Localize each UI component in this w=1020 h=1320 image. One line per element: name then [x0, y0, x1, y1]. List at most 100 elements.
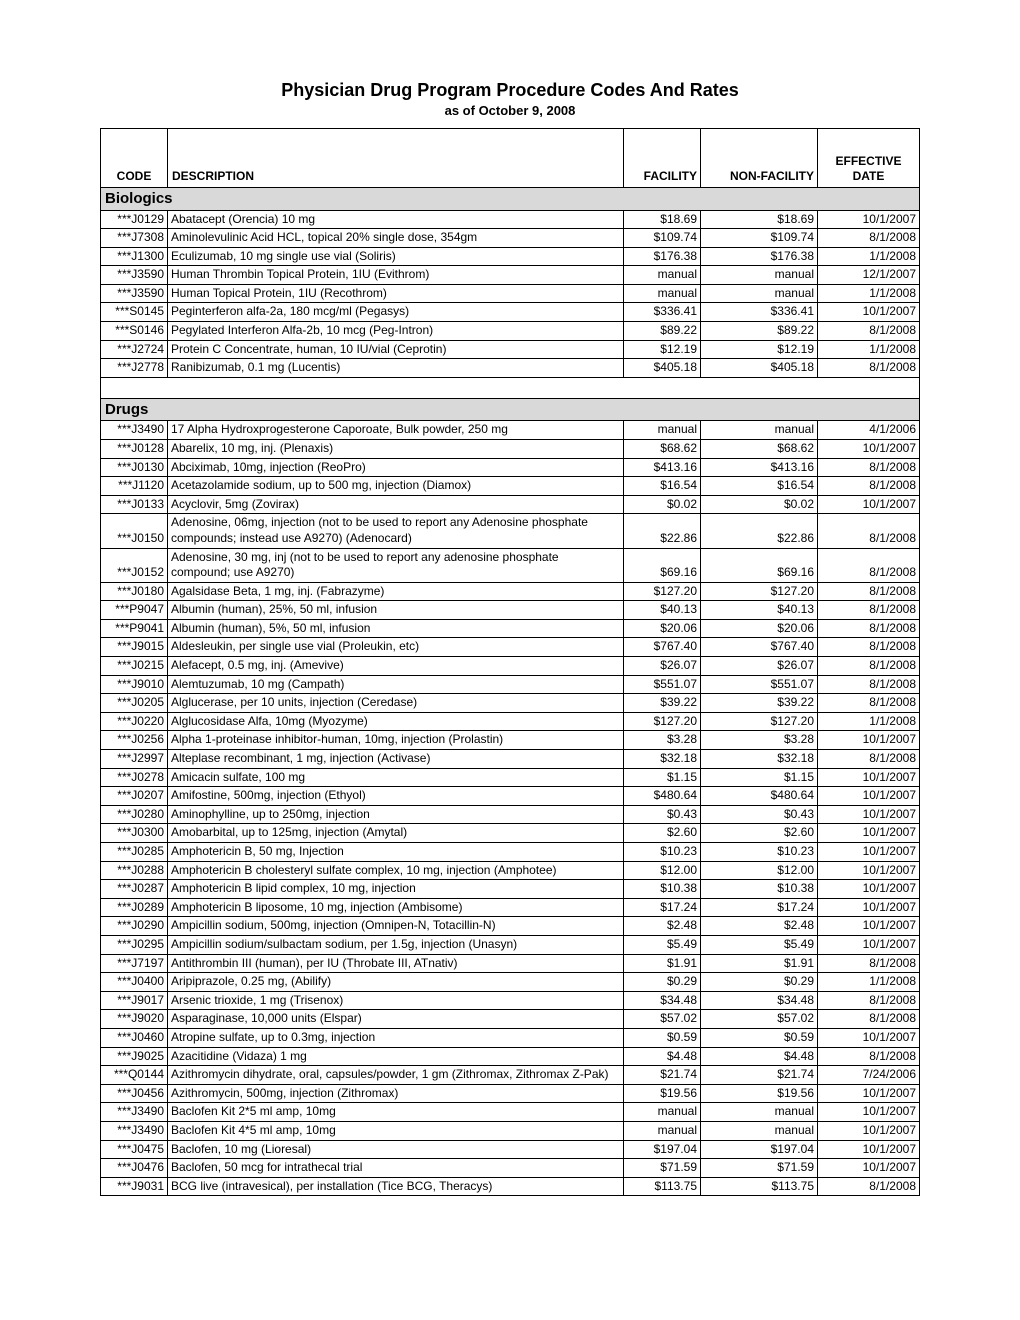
cell-desc: Azithromycin, 500mg, injection (Zithroma…: [168, 1084, 624, 1103]
cell-fac: manual: [624, 284, 701, 303]
cell-desc: Aminolevulinic Acid HCL, topical 20% sin…: [168, 229, 624, 248]
cell-desc: Amphotericin B lipid complex, 10 mg, inj…: [168, 880, 624, 899]
cell-date: 1/1/2008: [818, 247, 920, 266]
table-row: ***J0285Amphotericin B, 50 mg, Injection…: [101, 843, 920, 862]
cell-code: ***J3590: [101, 266, 168, 285]
cell-nfac: $39.22: [701, 694, 818, 713]
cell-code: ***J0278: [101, 768, 168, 787]
table-row: ***J3490Baclofen Kit 4*5 ml amp, 10mgman…: [101, 1121, 920, 1140]
table-row: ***J7308Aminolevulinic Acid HCL, topical…: [101, 229, 920, 248]
cell-fac: $0.02: [624, 495, 701, 514]
page-subtitle: as of October 9, 2008: [100, 103, 920, 118]
cell-fac: $176.38: [624, 247, 701, 266]
cell-code: ***J0456: [101, 1084, 168, 1103]
cell-date: 10/1/2007: [818, 1103, 920, 1122]
cell-date: 10/1/2007: [818, 768, 920, 787]
cell-fac: manual: [624, 1103, 701, 1122]
cell-code: ***J0256: [101, 731, 168, 750]
cell-date: 12/1/2007: [818, 266, 920, 285]
table-row: ***P9041Albumin (human), 5%, 50 ml, infu…: [101, 619, 920, 638]
cell-fac: $127.20: [624, 582, 701, 601]
cell-fac: $767.40: [624, 638, 701, 657]
cell-code: ***J3590: [101, 284, 168, 303]
cell-date: 8/1/2008: [818, 675, 920, 694]
cell-fac: $22.86: [624, 514, 701, 548]
table-row: ***J3590Human Thrombin Topical Protein, …: [101, 266, 920, 285]
cell-nfac: $34.48: [701, 991, 818, 1010]
cell-fac: $17.24: [624, 898, 701, 917]
cell-nfac: manual: [701, 1121, 818, 1140]
cell-code: ***P9047: [101, 601, 168, 620]
cell-fac: $12.00: [624, 861, 701, 880]
cell-fac: $32.18: [624, 750, 701, 769]
table-row: ***J0130Abciximab, 10mg, injection (ReoP…: [101, 458, 920, 477]
table-row: ***J1120Acetazolamide sodium, up to 500 …: [101, 477, 920, 496]
section-name: Drugs: [101, 398, 920, 421]
section-name: Biologics: [101, 188, 920, 211]
cell-fac: $40.13: [624, 601, 701, 620]
cell-code: ***S0145: [101, 303, 168, 322]
table-row: ***J0133Acyclovir, 5mg (Zovirax)$0.02$0.…: [101, 495, 920, 514]
cell-nfac: $32.18: [701, 750, 818, 769]
table-row: ***J0180Agalsidase Beta, 1 mg, inj. (Fab…: [101, 582, 920, 601]
cell-code: ***J0205: [101, 694, 168, 713]
cell-date: 10/1/2007: [818, 1159, 920, 1178]
cell-date: 8/1/2008: [818, 619, 920, 638]
section-header: Drugs: [101, 398, 920, 421]
cell-fac: $551.07: [624, 675, 701, 694]
table-row: ***J0456Azithromycin, 500mg, injection (…: [101, 1084, 920, 1103]
cell-fac: $113.75: [624, 1177, 701, 1196]
cell-fac: $69.16: [624, 548, 701, 582]
cell-desc: Antithrombin III (human), per IU (Throba…: [168, 954, 624, 973]
cell-nfac: $12.19: [701, 340, 818, 359]
cell-date: 10/1/2007: [818, 495, 920, 514]
cell-nfac: $127.20: [701, 582, 818, 601]
cell-fac: $57.02: [624, 1010, 701, 1029]
cell-desc: Alpha 1-proteinase inhibitor-human, 10mg…: [168, 731, 624, 750]
cell-nfac: $113.75: [701, 1177, 818, 1196]
table-row: ***S0146Pegylated Interferon Alfa-2b, 10…: [101, 322, 920, 341]
cell-fac: $405.18: [624, 359, 701, 378]
cell-fac: $0.29: [624, 973, 701, 992]
cell-date: 8/1/2008: [818, 458, 920, 477]
cell-date: 1/1/2008: [818, 973, 920, 992]
cell-fac: $336.41: [624, 303, 701, 322]
cell-date: 8/1/2008: [818, 991, 920, 1010]
cell-desc: Alefacept, 0.5 mg, inj. (Amevive): [168, 657, 624, 676]
cell-code: ***J0285: [101, 843, 168, 862]
page-title: Physician Drug Program Procedure Codes A…: [100, 80, 920, 101]
cell-desc: Agalsidase Beta, 1 mg, inj. (Fabrazyme): [168, 582, 624, 601]
cell-date: 8/1/2008: [818, 750, 920, 769]
cell-desc: Abatacept (Orencia) 10 mg: [168, 210, 624, 229]
cell-fac: $109.74: [624, 229, 701, 248]
cell-desc: Amphotericin B liposome, 10 mg, injectio…: [168, 898, 624, 917]
cell-nfac: $127.20: [701, 712, 818, 731]
cell-code: ***J7197: [101, 954, 168, 973]
cell-date: 10/1/2007: [818, 843, 920, 862]
cell-code: ***J0460: [101, 1028, 168, 1047]
cell-nfac: $0.59: [701, 1028, 818, 1047]
table-row: ***J0288Amphotericin B cholesteryl sulfa…: [101, 861, 920, 880]
cell-desc: Baclofen Kit 2*5 ml amp, 10mg: [168, 1103, 624, 1122]
col-nonfacility: NON-FACILITY: [701, 129, 818, 188]
table-row: ***J0278Amicacin sulfate, 100 mg$1.15$1.…: [101, 768, 920, 787]
cell-nfac: $551.07: [701, 675, 818, 694]
table-row: ***J0215Alefacept, 0.5 mg, inj. (Amevive…: [101, 657, 920, 676]
cell-fac: $0.59: [624, 1028, 701, 1047]
table-row: ***J0476Baclofen, 50 mcg for intrathecal…: [101, 1159, 920, 1178]
cell-code: ***J0150: [101, 514, 168, 548]
table-row: ***J9015Aldesleukin, per single use vial…: [101, 638, 920, 657]
cell-code: ***J0207: [101, 787, 168, 806]
table-row: ***J2778Ranibizumab, 0.1 mg (Lucentis)$4…: [101, 359, 920, 378]
cell-fac: manual: [624, 421, 701, 440]
table-row: ***J0150Adenosine, 06mg, injection (not …: [101, 514, 920, 548]
table-row: ***J0220Alglucosidase Alfa, 10mg (Myozym…: [101, 712, 920, 731]
cell-desc: Alemtuzumab, 10 mg (Campath): [168, 675, 624, 694]
cell-code: ***J9017: [101, 991, 168, 1010]
cell-date: 8/1/2008: [818, 694, 920, 713]
cell-code: ***J2724: [101, 340, 168, 359]
cell-date: 8/1/2008: [818, 359, 920, 378]
cell-desc: Alteplase recombinant, 1 mg, injection (…: [168, 750, 624, 769]
cell-nfac: $26.07: [701, 657, 818, 676]
cell-nfac: $176.38: [701, 247, 818, 266]
